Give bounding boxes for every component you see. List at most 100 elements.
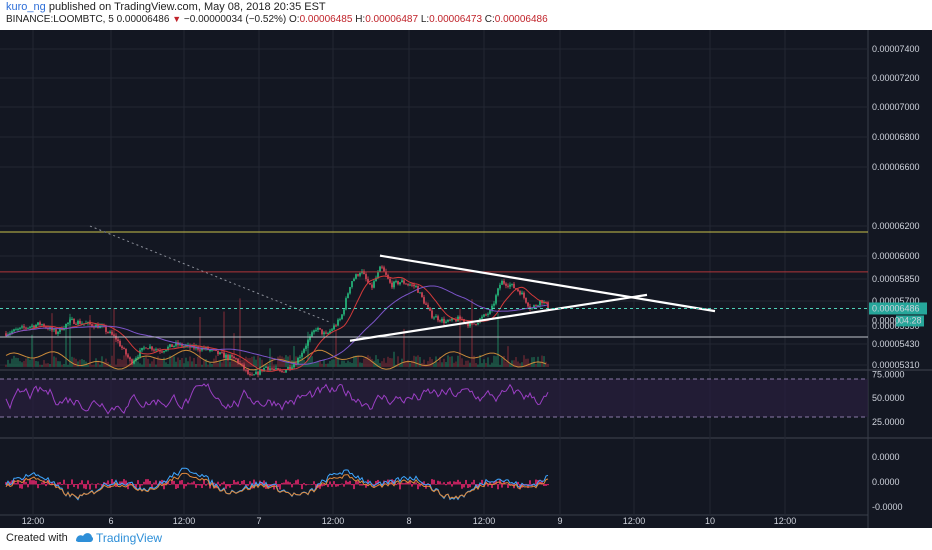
volume-bar (341, 360, 343, 367)
author-link[interactable]: kuro_ng (6, 1, 46, 13)
histogram-bar (399, 484, 401, 490)
candle-body (439, 320, 441, 322)
candle-body (151, 346, 153, 350)
candle-body (265, 366, 267, 368)
volume-bar (45, 363, 47, 367)
candle-body (79, 320, 81, 324)
volume-bar (387, 356, 389, 367)
tradingview-brand[interactable]: TradingView (96, 531, 163, 545)
candle-body (445, 321, 447, 324)
symbol-label[interactable]: BINANCE:LOOMBTC, 5 (6, 14, 114, 25)
candle-body (273, 368, 275, 370)
volume-bar (451, 356, 453, 367)
volume-bar (111, 355, 113, 367)
candle-body (403, 280, 405, 284)
volume-bar (509, 364, 511, 367)
volume-bar (67, 364, 69, 367)
histogram-bar (283, 482, 285, 485)
histogram-bar (203, 479, 205, 485)
histogram-bar (411, 484, 413, 487)
histogram-bar (401, 482, 403, 485)
candle-body (107, 331, 109, 333)
candle-body (117, 339, 119, 341)
candle-body (129, 357, 131, 360)
candle-body (517, 289, 519, 292)
candle-body (503, 280, 505, 284)
candle-body (415, 285, 417, 287)
candle-body (385, 271, 387, 275)
volume-bar (313, 362, 315, 367)
histogram-bar (33, 480, 35, 485)
histogram-bar (361, 484, 363, 486)
volume-bar (207, 364, 209, 367)
histogram-bar (395, 484, 397, 486)
histogram-bar (237, 481, 239, 485)
histogram-bar (87, 480, 89, 485)
volume-bar (467, 360, 469, 367)
histogram-bar (177, 484, 179, 489)
volume-bar (47, 363, 49, 367)
candle-body (183, 346, 185, 348)
histogram-bar (391, 479, 393, 485)
rsi-tick-label: 25.0000 (872, 417, 905, 427)
candle-body (435, 316, 437, 318)
candle-body (449, 319, 451, 321)
volume-bar (157, 356, 159, 367)
candle-body (25, 327, 27, 329)
candle-body (369, 282, 371, 285)
histogram-bar (109, 484, 111, 488)
candle-body (455, 319, 457, 322)
histogram-bar (27, 484, 29, 488)
histogram-bar (145, 479, 147, 485)
candle-body (5, 333, 7, 336)
volume-bar (227, 357, 229, 367)
rsi-tick-label: 75.0000 (872, 369, 905, 379)
volume-bar (17, 358, 19, 367)
histogram-bar (243, 480, 245, 485)
current-price-badge (869, 302, 927, 315)
candle-body (137, 356, 139, 359)
volume-bar (301, 358, 303, 367)
candle-body (463, 319, 465, 323)
candle-body (299, 356, 301, 358)
candle-body (135, 358, 137, 361)
candle-body (245, 369, 247, 371)
volume-bar (175, 361, 177, 367)
candle-body (425, 303, 427, 305)
chart-svg[interactable]: 0.00007400 0.00007200 0.00007000 0.00006800… (0, 30, 932, 528)
volume-bar (81, 359, 83, 367)
histogram-bar (409, 480, 411, 485)
chart-canvas[interactable]: 0.00007400 0.00007200 0.00007000 0.00006800… (0, 30, 932, 528)
triangle-upper-trendline[interactable] (379, 254, 716, 313)
price-change: −0.00000034 (−0.52%) (183, 14, 287, 25)
volume-bar (159, 358, 161, 367)
histogram-bar (133, 484, 135, 485)
histogram-bar (21, 484, 23, 489)
histogram-bar (281, 482, 283, 485)
volume-bar (315, 362, 317, 367)
volume-bar (367, 355, 369, 367)
histogram-bar (205, 484, 207, 486)
published-text: published on TradingView.com, May 08, 20… (48, 1, 326, 13)
histogram-bar (449, 481, 451, 485)
volume-bar (181, 357, 183, 367)
volume-bar (357, 356, 359, 367)
dotted-trend-line[interactable] (89, 225, 331, 323)
histogram-bar (285, 479, 287, 485)
histogram-bar (185, 484, 187, 487)
histogram-bar (493, 481, 495, 485)
histogram-bar (451, 484, 453, 487)
close-value: 0.00006486 (494, 14, 548, 25)
volume-bar (521, 362, 523, 367)
candle-body (335, 325, 337, 327)
volume-bar (449, 356, 451, 367)
volume-bar (393, 351, 395, 367)
volume-bar (405, 361, 407, 367)
volume-bar (13, 355, 15, 367)
triangle-lower-trendline[interactable] (349, 293, 648, 342)
price-tick-label: 0.00006000 (872, 251, 920, 261)
volume-bar (245, 356, 247, 367)
tradingview-logo-icon[interactable] (74, 530, 94, 544)
candle-body (429, 307, 431, 311)
footer: Created with TradingView (0, 528, 932, 550)
